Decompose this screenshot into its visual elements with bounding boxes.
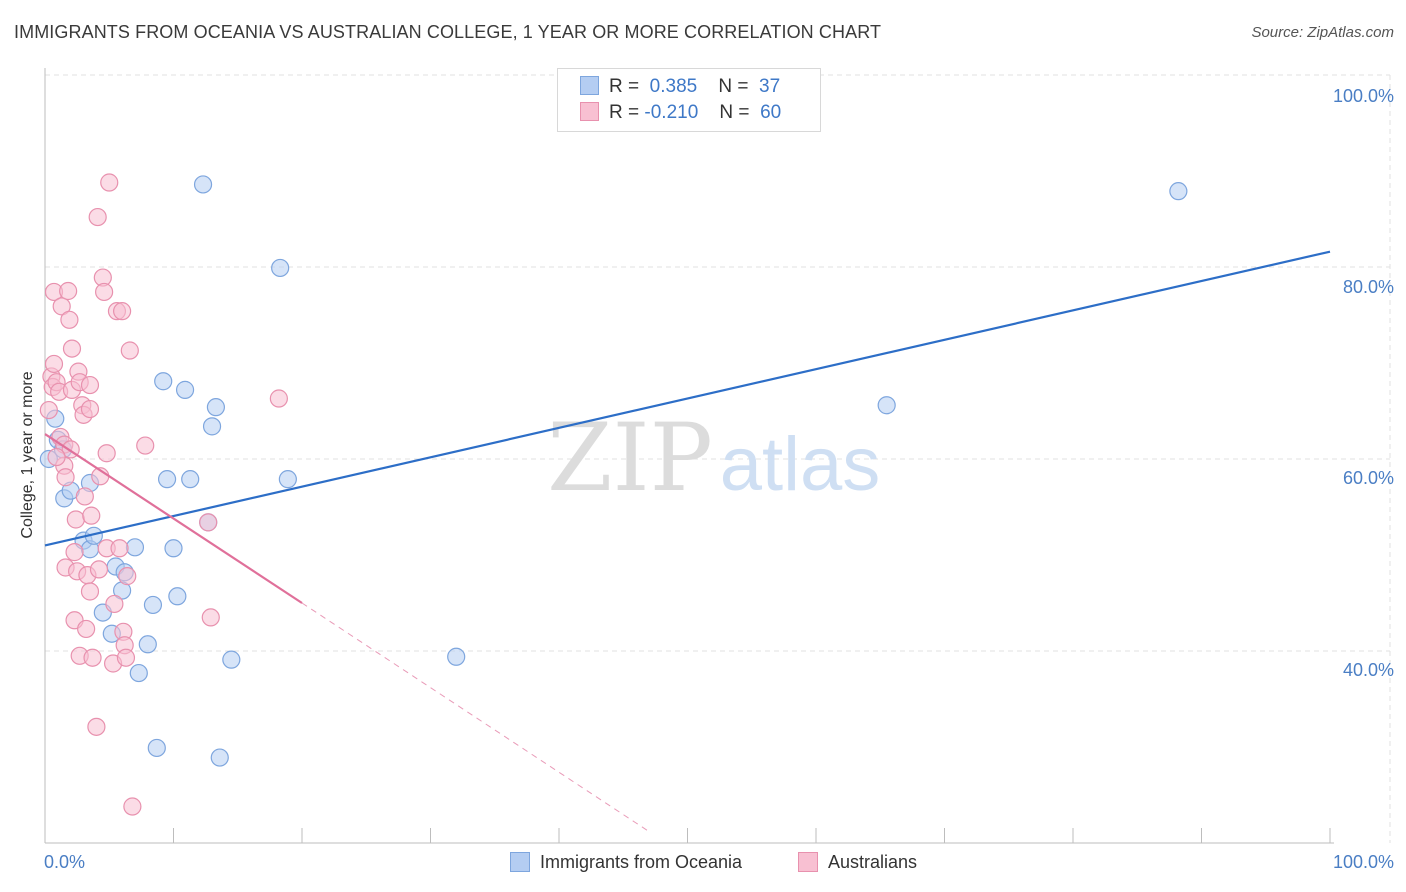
point-oceania-34 bbox=[447, 647, 466, 666]
x-tick-label-0: 0.0% bbox=[44, 852, 86, 872]
point-australians-44 bbox=[112, 302, 132, 321]
point-australians-7 bbox=[52, 297, 71, 316]
grid-lines bbox=[45, 74, 1391, 843]
legend-r-label: R = bbox=[609, 76, 640, 97]
bottom-legend-label-oceania: Immigrants from Oceania bbox=[540, 852, 743, 872]
point-australians-39 bbox=[97, 444, 116, 463]
point-australians-34 bbox=[88, 207, 107, 227]
point-australians-48 bbox=[118, 567, 137, 586]
watermark-zip: ZIP bbox=[547, 404, 713, 513]
legend-row-oceania: R = 0.385 N = 37 bbox=[580, 76, 780, 100]
point-oceania-29 bbox=[206, 398, 226, 417]
source-label: Source: ZipAtlas.com bbox=[1251, 24, 1394, 41]
point-australians-50 bbox=[123, 797, 142, 816]
point-australians-58 bbox=[75, 487, 94, 506]
legend-swatch-oceania bbox=[580, 76, 599, 95]
point-australians-52 bbox=[199, 513, 218, 532]
bottom-legend-australians: Australians bbox=[798, 852, 917, 873]
point-oceania-30 bbox=[210, 748, 229, 767]
trend-line-australians bbox=[44, 433, 303, 604]
watermark-atlas: atlas bbox=[720, 422, 881, 507]
y-tick-label-80: 80.0% bbox=[1342, 277, 1394, 297]
trend-lines bbox=[44, 250, 1331, 832]
bottom-legend-label-australians: Australians bbox=[828, 852, 918, 872]
point-australians-13 bbox=[59, 281, 78, 301]
trend-line-oceania bbox=[44, 250, 1331, 547]
point-australians-40 bbox=[100, 173, 119, 192]
chart-title: IMMIGRANTS FROM OCEANIA VS AUSTRALIAN CO… bbox=[14, 22, 882, 42]
legend-r-value-oceania: 0.385 bbox=[649, 76, 698, 97]
y-tick-label-100: 100.0% bbox=[1332, 86, 1394, 106]
point-australians-11 bbox=[56, 468, 75, 487]
point-oceania-36 bbox=[1169, 182, 1188, 201]
legend-swatch-australians bbox=[580, 102, 599, 121]
y-tick-label-40: 40.0% bbox=[1342, 660, 1394, 680]
point-oceania-20 bbox=[154, 372, 173, 391]
point-oceania-24 bbox=[175, 380, 195, 399]
legend-row-australians: R = -0.210 N = 60 bbox=[580, 102, 781, 126]
legend-n-value-oceania: 37 bbox=[759, 76, 781, 97]
point-australians-32 bbox=[83, 648, 102, 667]
point-australians-47 bbox=[116, 648, 136, 667]
x-tick-label-100: 100.0% bbox=[1332, 852, 1394, 872]
point-oceania-22 bbox=[164, 539, 183, 558]
legend-n-value-australians: 60 bbox=[760, 102, 782, 123]
point-oceania-16 bbox=[129, 663, 148, 683]
data-points bbox=[39, 173, 1188, 816]
point-australians-54 bbox=[269, 389, 288, 408]
legend-r-label: R = bbox=[609, 102, 640, 123]
point-australians-17 bbox=[65, 543, 84, 562]
point-australians-37 bbox=[95, 282, 114, 302]
point-australians-28 bbox=[80, 399, 100, 419]
point-oceania-31 bbox=[222, 650, 241, 669]
point-australians-35 bbox=[89, 560, 109, 579]
point-australians-30 bbox=[80, 582, 100, 601]
point-oceania-35 bbox=[877, 396, 896, 415]
legend-n-label: N = bbox=[718, 76, 749, 97]
bottom-legend-swatch-australians bbox=[798, 852, 818, 872]
point-australians-26 bbox=[77, 619, 96, 639]
point-australians-29 bbox=[80, 375, 100, 395]
point-australians-49 bbox=[120, 341, 139, 360]
point-oceania-28 bbox=[202, 417, 222, 436]
watermark: ZIP atlas bbox=[547, 404, 880, 513]
point-oceania-23 bbox=[168, 587, 187, 606]
point-australians-19 bbox=[66, 510, 85, 529]
point-oceania-18 bbox=[143, 595, 163, 615]
point-australians-33 bbox=[87, 717, 106, 736]
trend-line-australians-extension bbox=[301, 602, 650, 832]
legend: R = 0.385 N = 37 R = -0.210 N = 60 bbox=[557, 68, 821, 132]
point-australians-57 bbox=[47, 447, 66, 467]
legend-n-label: N = bbox=[719, 102, 750, 123]
legend-r-value-australians: -0.210 bbox=[644, 102, 699, 123]
bottom-legend-oceania: Immigrants from Oceania bbox=[510, 852, 742, 873]
point-australians-15 bbox=[62, 339, 82, 358]
point-australians-53 bbox=[201, 608, 220, 627]
bottom-legend-swatch-oceania bbox=[510, 852, 530, 872]
point-oceania-26 bbox=[193, 175, 213, 194]
point-oceania-32 bbox=[271, 258, 290, 278]
point-oceania-25 bbox=[181, 470, 200, 489]
point-oceania-21 bbox=[157, 470, 177, 489]
point-australians-51 bbox=[136, 436, 155, 455]
point-oceania-33 bbox=[278, 470, 297, 489]
point-australians-14 bbox=[60, 310, 79, 329]
point-australians-59 bbox=[105, 594, 124, 614]
point-oceania-17 bbox=[138, 635, 157, 654]
point-oceania-19 bbox=[147, 738, 166, 758]
point-australians-31 bbox=[82, 506, 101, 525]
point-australians-43 bbox=[110, 539, 129, 558]
point-australians-0 bbox=[39, 400, 58, 420]
y-tick-label-60: 60.0% bbox=[1342, 468, 1394, 488]
point-oceania-15 bbox=[125, 538, 145, 557]
point-australians-3 bbox=[44, 354, 64, 374]
